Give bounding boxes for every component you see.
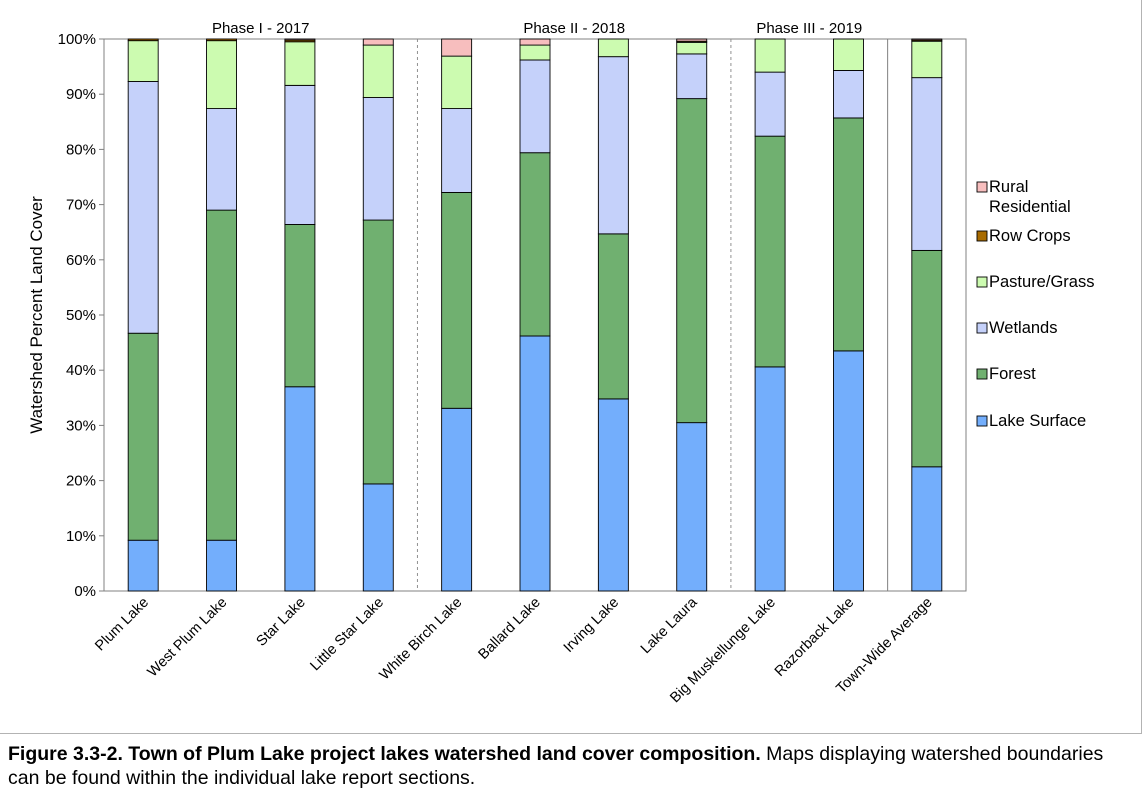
bar-segment [206, 539, 237, 592]
bar-segment [284, 386, 316, 592]
bar-segment [676, 38, 708, 42]
phase-label: Phase II - 2018 [523, 20, 625, 37]
bar-segment [362, 219, 394, 485]
bar-segment [441, 108, 473, 193]
y-tick-label: 90% [66, 86, 96, 103]
legend-swatch [976, 276, 988, 288]
legend-label: Residential [989, 198, 1071, 216]
y-tick-label: 50% [66, 307, 96, 324]
y-tick-label: 70% [66, 197, 96, 214]
phase-label: Phase I - 2017 [212, 20, 310, 37]
bar-segment [284, 84, 316, 225]
x-tick-label: Ballard Lake [476, 595, 544, 663]
legend-swatch [976, 415, 988, 427]
bar-segment [284, 38, 316, 41]
bar-segment [911, 38, 943, 41]
bar-segment [754, 135, 786, 368]
y-tick-label: 30% [66, 417, 96, 434]
bar-segment [127, 539, 159, 592]
y-tick-label: 20% [66, 473, 96, 490]
bar-segment [833, 117, 864, 352]
bar-segment [362, 97, 394, 221]
bar-segment [911, 466, 943, 592]
x-tick-label: Irving Lake [561, 595, 622, 656]
bar-segment [597, 38, 629, 58]
bar-segment [911, 249, 943, 468]
legend-swatch [976, 230, 988, 242]
bar-segment [441, 407, 473, 592]
bar-segment [284, 224, 316, 388]
bar-segment [754, 38, 786, 73]
legend-label: Forest [989, 365, 1036, 383]
bar-segment [597, 233, 629, 400]
bar-segment [441, 38, 473, 57]
bar-segment [754, 366, 786, 592]
y-tick-label: 80% [66, 141, 96, 158]
bar-segment [441, 55, 473, 110]
stacked-bar-chart: Phase I - 2017 Phase II - 2018 Phase III -… [27, 20, 1094, 706]
bar-segment [519, 44, 551, 61]
bar-segment [519, 152, 551, 337]
legend-label: Pasture/Grass [989, 273, 1094, 291]
bar-segment [676, 53, 708, 100]
bar-segment [127, 40, 159, 82]
bar-segment [206, 108, 237, 211]
figure-caption: Figure 3.3-2. Town of Plum Lake project … [8, 742, 1138, 790]
legend-label: Wetlands [989, 319, 1057, 337]
bar-segment [754, 71, 786, 137]
bar-segment [362, 483, 394, 592]
bar-segment [911, 77, 943, 251]
y-tick-label: 10% [66, 528, 96, 545]
bar-segment [676, 41, 708, 55]
y-tick-label: 60% [66, 252, 96, 269]
caption-text: Maps displaying watershed boundaries can… [8, 743, 1104, 789]
x-tick-label: Lake Laura [638, 594, 701, 657]
bar-segment [441, 192, 473, 409]
bar-segment [597, 56, 629, 235]
x-tick-label: Plum Lake [92, 595, 152, 655]
y-tick-label: 0% [74, 583, 96, 600]
bar-segment [911, 40, 943, 79]
x-tick-label: White Birch Lake [377, 595, 466, 684]
bar-segment [362, 44, 394, 98]
bar-segment [362, 38, 394, 46]
bar-segment [519, 335, 551, 592]
legend-swatch [976, 181, 988, 193]
x-tick-label: Razorback Lake [772, 595, 857, 680]
legend-swatch [976, 368, 988, 380]
bar-segment [284, 41, 316, 86]
bar-segment [127, 38, 159, 42]
bar-segment [127, 81, 159, 334]
y-tick-label: 100% [58, 31, 96, 48]
caption-title: Figure 3.3-2. Town of Plum Lake project … [8, 743, 761, 765]
bar-segment [833, 38, 864, 71]
legend-label: Row Crops [989, 227, 1071, 245]
y-tick-label: 40% [66, 362, 96, 379]
bar-segment [519, 59, 551, 154]
bar-segment [833, 70, 864, 119]
bar-segment [206, 38, 237, 42]
legend-swatch [976, 322, 988, 334]
bar-segment [597, 398, 629, 592]
bar-segment [676, 422, 708, 592]
x-tick-label: Star Lake [254, 595, 309, 650]
bar-segment [127, 332, 159, 541]
legend-label: Lake Surface [989, 412, 1086, 430]
x-tick-label: West Plum Lake [145, 595, 231, 681]
bar-segment [676, 98, 708, 424]
bar-segment [519, 38, 551, 46]
legend-label: Rural [989, 178, 1028, 196]
phase-label: Phase III - 2019 [756, 20, 862, 37]
bar-segment [206, 209, 237, 541]
y-axis-label: Watershed Percent Land Cover [27, 196, 46, 434]
bar-segment [206, 40, 237, 110]
chart-frame: Phase I - 2017 Phase II - 2018 Phase III -… [0, 0, 1142, 734]
bar-segment [833, 350, 864, 592]
x-tick-label: Little Star Lake [307, 595, 387, 675]
